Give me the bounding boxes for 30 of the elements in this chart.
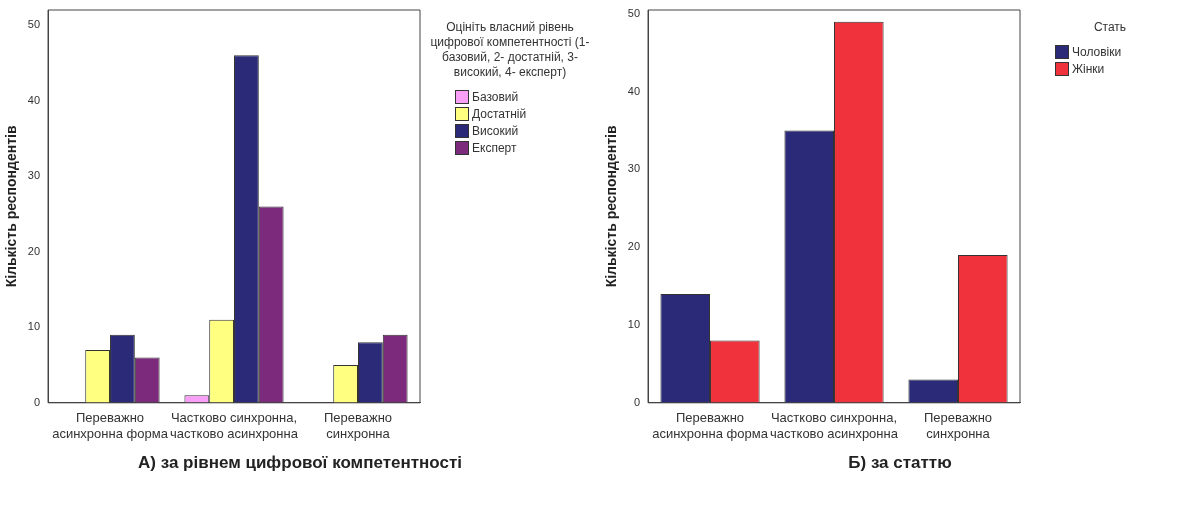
legend-label: Високий [472,124,519,138]
y-tick-label: 10 [27,320,41,333]
legend-label: Достатній [472,107,527,121]
y-tick-label: 10 [627,318,641,331]
x-tick-label: Переважно синхронна [323,410,393,441]
x-tick-label: Частково синхронна, частково асинхронна [170,410,299,441]
legend-label: Чоловіки [1072,45,1122,59]
x-tick-label: Частково синхронна, частково асинхронна [770,410,899,441]
y-tick-label: 20 [627,240,641,253]
legend-label: Жінки [1072,62,1105,76]
y-axis-title: Кількість респондентів [603,125,620,288]
y-tick-label: 0 [33,395,41,408]
y-tick-label: 0 [633,395,641,408]
text: А) за рівнем цифрової компетентності [137,453,463,473]
y-axis-title: Кількість респондентів [3,125,20,288]
legend-label: Базовий [472,90,519,104]
legend-title: Оцініть власний рівень цифрової компетентності (1- базовий, 2- достатній, 3- високий, 4- експерт) [429,20,591,80]
legend-label: Експерт [472,141,517,155]
x-tick-label: Переважно асинхронна форма [652,410,769,441]
legend-title: Стать [1092,20,1128,35]
y-tick-label: 50 [27,18,41,31]
x-tick-label: Переважно синхронна [923,410,993,441]
y-tick-label: 20 [27,244,41,257]
y-tick-label: 40 [27,93,41,106]
x-tick-label: Переважно асинхронна форма [52,410,169,441]
y-tick-label: 30 [27,169,41,182]
y-tick-label: 50 [627,6,641,19]
y-tick-label: 40 [627,84,641,97]
y-tick-label: 30 [627,162,641,175]
text: Б) за статтю [847,453,953,473]
